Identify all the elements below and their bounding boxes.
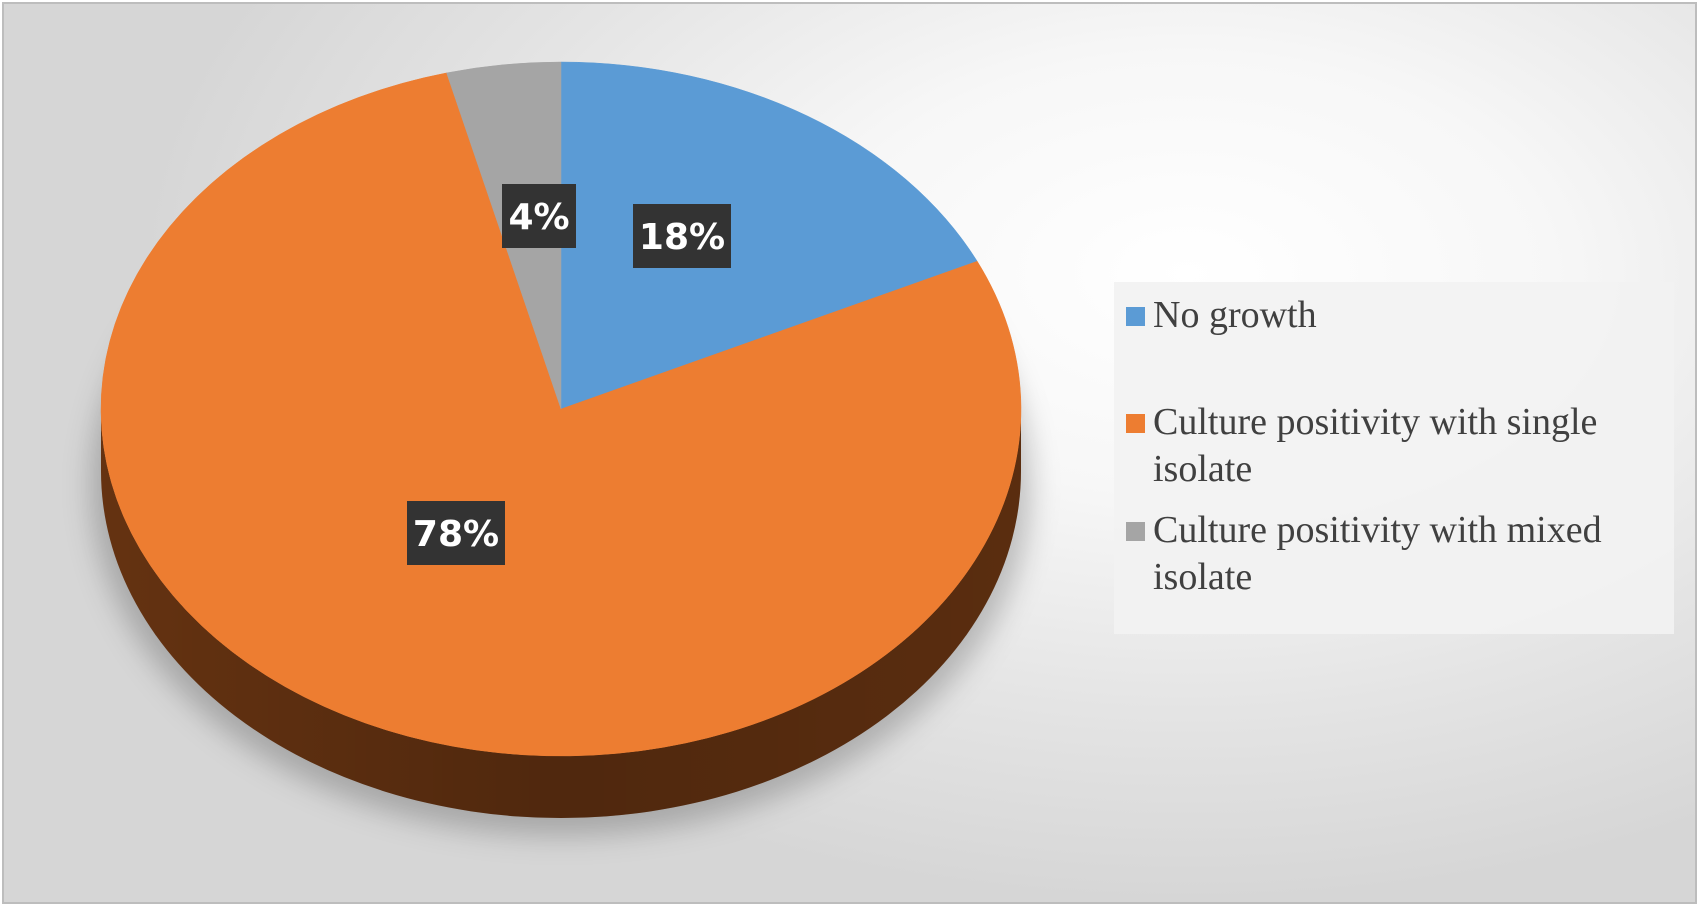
data-label-background: [633, 204, 731, 268]
legend-label: No growth: [1153, 294, 1317, 336]
pie-slice: [100, 72, 1022, 757]
data-label: 4%: [502, 184, 576, 248]
data-label-text: 78%: [413, 514, 499, 555]
data-label-background: [407, 501, 505, 565]
legend-label: Culture positivity with mixed isolate: [1153, 509, 1602, 598]
data-label-text: 4%: [508, 197, 569, 238]
legend-swatch: [1126, 307, 1145, 326]
pie-slice: [560, 61, 978, 410]
pie-chart: 18% 78% 4%: [91, 61, 1031, 836]
legend-label: Culture positivity with single isolate: [1153, 401, 1598, 490]
data-label: 18%: [633, 204, 731, 268]
legend-swatch: [1126, 522, 1145, 541]
legend-swatch: [1126, 414, 1145, 433]
legend-item-single-isolate: Culture positivity with single isolate: [1126, 399, 1662, 493]
legend-item-no-growth: No growth: [1126, 292, 1662, 339]
data-label-background: [502, 184, 576, 248]
data-label: 78%: [407, 501, 505, 565]
data-label-text: 18%: [639, 217, 725, 258]
legend: No growth Culture positivity with single…: [1114, 282, 1674, 634]
pie-slice-side-shade: [101, 409, 1021, 818]
legend-item-mixed-isolate: Culture positivity with mixed isolate: [1126, 507, 1662, 601]
